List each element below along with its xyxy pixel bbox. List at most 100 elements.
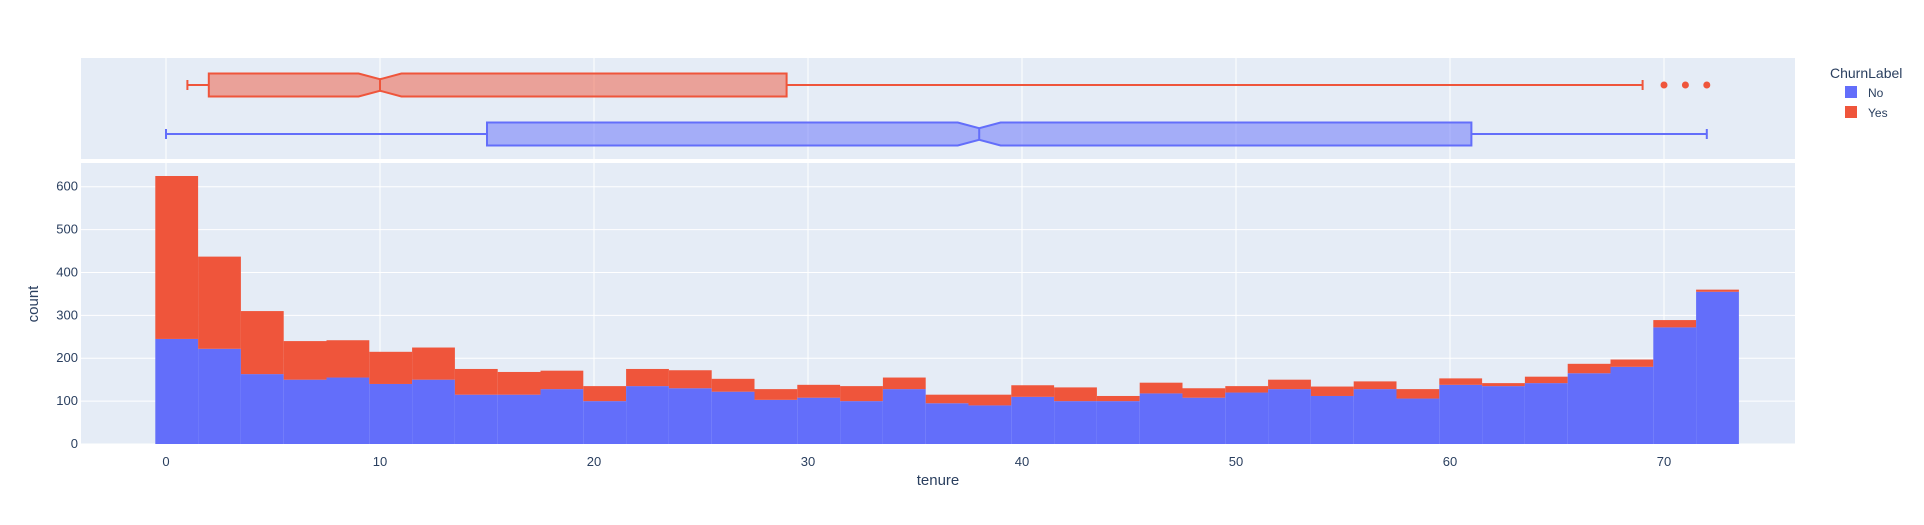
bar-yes xyxy=(840,386,883,402)
bar-no xyxy=(540,389,584,444)
bar-no xyxy=(1353,389,1397,444)
bar-yes xyxy=(754,389,798,400)
bar-no xyxy=(1139,393,1183,444)
bar-yes xyxy=(583,386,627,402)
bar-yes xyxy=(369,351,413,384)
y-tick-label: 0 xyxy=(71,436,78,451)
bar-no xyxy=(1653,327,1697,444)
bar-yes xyxy=(1011,385,1055,397)
bar-no xyxy=(626,386,669,444)
bar-yes xyxy=(326,340,370,378)
x-tick-label: 0 xyxy=(162,454,169,469)
bar-yes xyxy=(1054,387,1097,402)
y-tick-label: 300 xyxy=(56,307,78,322)
legend-swatch xyxy=(1845,86,1857,98)
outlier-point xyxy=(1681,81,1689,89)
bar-no xyxy=(1524,383,1568,444)
x-tick-label: 40 xyxy=(1015,454,1029,469)
bar-no xyxy=(198,348,241,444)
bar-yes xyxy=(1396,389,1440,399)
x-tick-label: 60 xyxy=(1443,454,1457,469)
bar-yes xyxy=(797,384,841,398)
bar-no xyxy=(1696,291,1739,444)
bar-yes xyxy=(1182,388,1226,398)
bar-yes xyxy=(497,371,541,395)
bar-no xyxy=(1182,397,1226,444)
bar-no xyxy=(1439,384,1483,444)
bar-yes xyxy=(1268,379,1311,390)
bar-yes xyxy=(1096,395,1140,402)
bar-yes xyxy=(454,368,498,395)
bar-yes xyxy=(283,341,327,380)
bar-no xyxy=(711,391,755,444)
bar-no xyxy=(369,383,413,444)
bar-no xyxy=(1096,401,1140,444)
bar-yes xyxy=(968,394,1012,406)
bar-no xyxy=(840,401,883,444)
bar-no xyxy=(968,405,1012,444)
y-tick-label: 500 xyxy=(56,222,78,237)
bar-no xyxy=(668,388,712,444)
legend-label: No xyxy=(1868,86,1884,100)
bar-no xyxy=(1482,386,1525,444)
y-tick-label: 400 xyxy=(56,264,78,279)
bar-no xyxy=(497,394,541,444)
bar-yes xyxy=(1653,320,1697,328)
bar-no xyxy=(1268,389,1311,444)
bar-no xyxy=(326,377,370,444)
bar-yes xyxy=(240,311,284,375)
y-tick-label: 200 xyxy=(56,350,78,365)
bar-no xyxy=(925,403,969,444)
bar-no xyxy=(1610,366,1654,444)
bar-no xyxy=(882,389,926,444)
x-tick-label: 30 xyxy=(801,454,815,469)
outlier-point xyxy=(1703,81,1711,89)
histogram-bars xyxy=(155,176,1739,444)
bar-yes xyxy=(668,370,712,389)
bar-no xyxy=(155,338,199,444)
bar-yes xyxy=(1139,382,1183,394)
legend-items: No Yes xyxy=(1845,86,1888,120)
bar-no xyxy=(454,394,498,444)
bar-no xyxy=(1396,398,1440,444)
bar-yes xyxy=(1353,381,1397,390)
bar-yes xyxy=(540,370,584,390)
bar-yes xyxy=(1225,386,1269,393)
bar-yes xyxy=(1524,376,1568,384)
x-tick-label: 70 xyxy=(1657,454,1671,469)
bar-yes xyxy=(1439,378,1483,385)
legend-label: Yes xyxy=(1868,106,1888,120)
bar-yes xyxy=(1482,383,1525,387)
y-axis-title: count xyxy=(25,285,42,323)
box-body xyxy=(207,72,788,98)
y-tick-label: 100 xyxy=(56,393,78,408)
bar-yes xyxy=(882,377,926,390)
bar-yes xyxy=(155,176,199,339)
bar-no xyxy=(583,401,627,444)
x-tick-label: 50 xyxy=(1229,454,1243,469)
boxplot-yes xyxy=(186,72,1711,98)
bar-yes xyxy=(1310,386,1354,396)
bar-yes xyxy=(711,378,755,392)
boxplot-no xyxy=(165,121,1708,147)
bar-no xyxy=(240,374,284,444)
bar-no xyxy=(754,399,798,444)
bar-no xyxy=(1567,373,1611,444)
boxplot-layer xyxy=(165,72,1711,147)
bar-yes xyxy=(1696,289,1739,292)
bar-no xyxy=(412,379,455,444)
bar-yes xyxy=(198,256,241,349)
bar-yes xyxy=(1610,359,1654,367)
bar-no xyxy=(1310,395,1354,444)
bar-no xyxy=(283,379,327,444)
bar-no xyxy=(797,397,841,444)
x-axis-title: tenure xyxy=(917,472,960,489)
legend: ChurnLabel No Yes xyxy=(1830,65,1902,120)
bar-yes xyxy=(925,394,969,404)
x-tick-label: 10 xyxy=(373,454,387,469)
bar-yes xyxy=(412,347,455,380)
bar-no xyxy=(1054,401,1097,444)
bar-yes xyxy=(626,368,669,387)
